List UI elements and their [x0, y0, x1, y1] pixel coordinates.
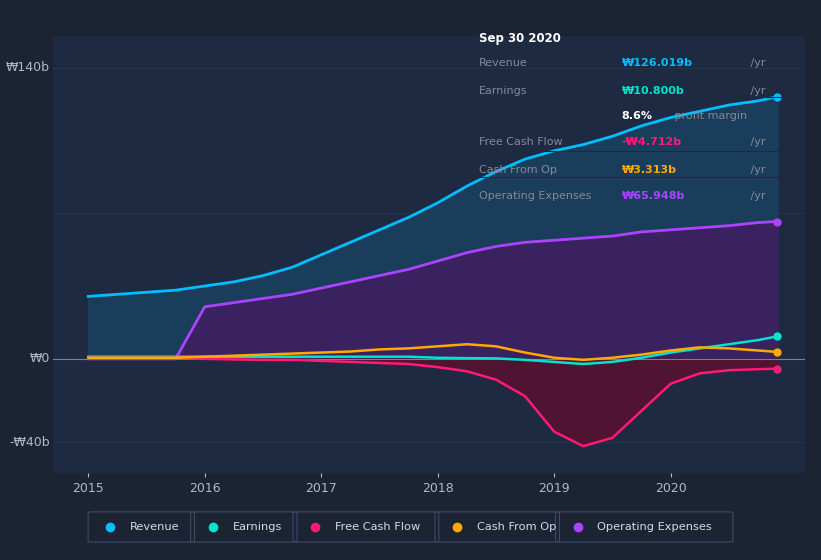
Text: Revenue: Revenue [130, 522, 180, 532]
Text: Free Cash Flow: Free Cash Flow [479, 137, 562, 147]
Text: profit margin: profit margin [671, 111, 747, 120]
Text: /yr: /yr [747, 192, 765, 201]
Text: Operating Expenses: Operating Expenses [598, 522, 712, 532]
Text: /yr: /yr [747, 58, 765, 68]
Text: Revenue: Revenue [479, 58, 528, 68]
Text: ₩0: ₩0 [30, 352, 49, 365]
Text: 8.6%: 8.6% [621, 111, 653, 120]
Text: /yr: /yr [747, 86, 765, 96]
Text: ₩65.948b: ₩65.948b [621, 192, 685, 201]
Text: -₩40b: -₩40b [9, 436, 49, 449]
Text: ₩3.313b: ₩3.313b [621, 165, 677, 175]
Text: -₩4.712b: -₩4.712b [621, 137, 681, 147]
Text: Operating Expenses: Operating Expenses [479, 192, 591, 201]
Text: Earnings: Earnings [479, 86, 528, 96]
Text: /yr: /yr [747, 165, 765, 175]
Text: Cash From Op: Cash From Op [479, 165, 557, 175]
Text: Earnings: Earnings [232, 522, 282, 532]
Text: Cash From Op: Cash From Op [477, 522, 556, 532]
Text: Sep 30 2020: Sep 30 2020 [479, 32, 561, 45]
Text: Free Cash Flow: Free Cash Flow [335, 522, 420, 532]
Text: ₩10.800b: ₩10.800b [621, 86, 684, 96]
Text: ₩126.019b: ₩126.019b [621, 58, 692, 68]
Text: /yr: /yr [747, 137, 765, 147]
Text: ₩140b: ₩140b [6, 61, 49, 74]
